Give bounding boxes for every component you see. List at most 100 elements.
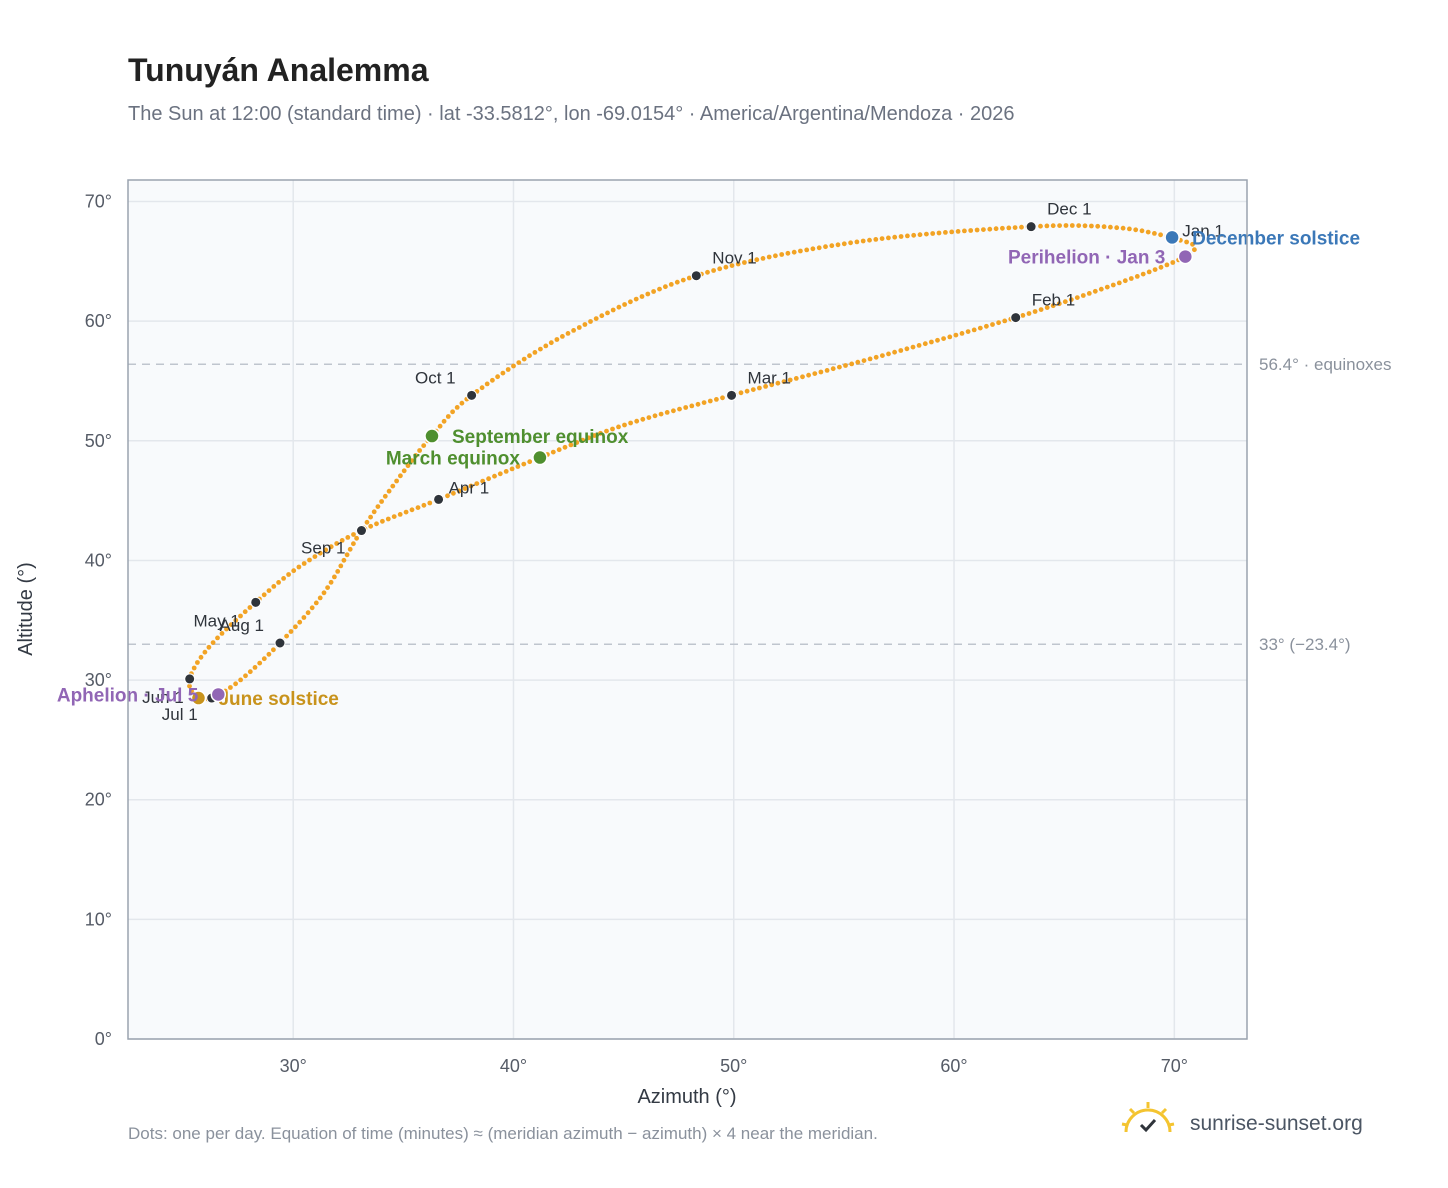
daily-sun-dot — [1140, 271, 1146, 277]
daily-sun-dot — [344, 552, 350, 558]
daily-sun-dot — [854, 239, 860, 245]
daily-sun-dot — [511, 363, 516, 369]
daily-sun-dot — [364, 519, 370, 525]
daily-sun-dot — [610, 307, 616, 313]
daily-sun-dot — [233, 681, 239, 687]
daily-sun-dot — [556, 447, 562, 453]
daily-sun-dot — [405, 463, 411, 469]
daily-sun-dot — [639, 294, 645, 299]
daily-sun-dot — [1080, 293, 1086, 298]
footnote: Dots: one per day. Equation of time (min… — [128, 1124, 878, 1143]
daily-sun-dot — [313, 600, 319, 606]
daily-sun-dot — [616, 424, 621, 430]
daily-sun-dot — [705, 269, 710, 275]
event-marker — [424, 428, 440, 444]
daily-sun-dot — [800, 374, 805, 380]
daily-sun-dot — [910, 344, 916, 350]
daily-sun-dot — [497, 471, 503, 477]
daily-sun-dot — [674, 279, 680, 285]
daily-sun-dot — [521, 356, 527, 362]
daily-sun-dot — [1114, 225, 1120, 231]
daily-sun-dot — [427, 500, 433, 506]
daily-sun-dot — [1192, 247, 1197, 253]
daily-sun-dot — [398, 473, 403, 479]
daily-sun-dot — [486, 476, 491, 482]
daily-sun-dot — [798, 248, 803, 254]
daily-sun-dot — [773, 253, 778, 259]
daily-sun-dot — [1057, 223, 1062, 229]
daily-sun-dot — [1164, 262, 1170, 268]
daily-sun-dot — [873, 354, 879, 360]
daily-sun-dot — [276, 580, 281, 585]
daily-sun-dot — [1139, 228, 1145, 234]
daily-sun-dot — [345, 535, 351, 540]
daily-sun-dot — [645, 291, 651, 297]
daily-sun-dot — [413, 453, 419, 458]
daily-sun-dot — [450, 409, 455, 415]
daily-sun-dot — [816, 245, 822, 251]
daily-sun-dot — [206, 644, 212, 650]
daily-sun-dot — [261, 592, 267, 598]
brand-link[interactable]: sunrise-sunset.org — [1120, 1100, 1390, 1150]
daily-sun-dot — [793, 376, 799, 381]
daily-sun-dot — [565, 331, 571, 336]
daily-sun-dot — [1127, 226, 1132, 232]
daily-sun-dot — [403, 509, 409, 515]
month-marker — [250, 596, 262, 608]
daily-sun-dot — [335, 569, 341, 574]
brand-name: sunrise-sunset.org — [1190, 1112, 1363, 1135]
daily-sun-dot — [1074, 295, 1080, 300]
daily-sun-dot — [509, 466, 515, 472]
daily-sun-dot — [202, 649, 208, 655]
daily-sun-dot — [328, 579, 334, 585]
daily-sun-dot — [379, 499, 384, 504]
daily-sun-dot — [571, 328, 576, 333]
daily-sun-dot — [677, 406, 682, 412]
month-label: Jan 1 — [1182, 222, 1224, 241]
y-tick-label: 20° — [85, 790, 112, 810]
daily-sun-dot — [886, 351, 891, 357]
daily-sun-dot — [284, 633, 289, 639]
daily-sun-dot — [707, 398, 713, 404]
daily-sun-dot — [738, 390, 744, 396]
daily-sun-dot — [195, 660, 200, 665]
daily-sun-dot — [943, 230, 948, 235]
daily-sun-dot — [686, 275, 692, 281]
daily-sun-dot — [922, 341, 928, 347]
daily-sun-dot — [880, 353, 885, 358]
daily-sun-dot — [297, 619, 303, 625]
month-label: Nov 1 — [712, 249, 756, 268]
daily-sun-dot — [354, 535, 359, 541]
daily-sun-dot — [695, 401, 701, 407]
daily-sun-dot — [238, 677, 244, 683]
daily-sun-dot — [503, 469, 509, 474]
daily-sun-dot — [663, 284, 668, 290]
daily-sun-dot — [445, 493, 450, 499]
daily-sun-dot — [898, 234, 904, 239]
daily-sun-dot — [409, 458, 415, 463]
daily-sun-dot — [521, 461, 527, 467]
daily-sun-dot — [1062, 299, 1068, 305]
axis-ticks: 30° 40° 50° 60° 70° 0° 10° 20° 30° 40° 50° 60° 70° 56… — [85, 192, 1392, 1076]
daily-sun-dot — [633, 296, 639, 302]
daily-sun-dot — [1133, 227, 1139, 233]
daily-sun-dot — [382, 493, 388, 499]
daily-sun-dot — [492, 473, 497, 479]
daily-sun-dot — [1032, 309, 1038, 314]
daily-sun-dot — [775, 380, 781, 386]
daily-sun-dot — [242, 609, 248, 615]
daily-sun-dot — [301, 561, 307, 566]
daily-sun-dot — [532, 350, 538, 355]
daily-sun-dot — [930, 231, 936, 236]
daily-sun-dot — [309, 605, 315, 611]
daily-sun-dot — [391, 514, 397, 519]
daily-sun-dot — [829, 243, 835, 249]
event-marker — [190, 690, 207, 706]
daily-sun-dot — [936, 230, 942, 236]
daily-sun-dot — [886, 235, 891, 241]
daily-sun-dot — [935, 337, 940, 343]
daily-sun-dot — [861, 358, 867, 363]
daily-sun-dot — [769, 382, 775, 388]
daily-sun-dot — [898, 348, 904, 353]
